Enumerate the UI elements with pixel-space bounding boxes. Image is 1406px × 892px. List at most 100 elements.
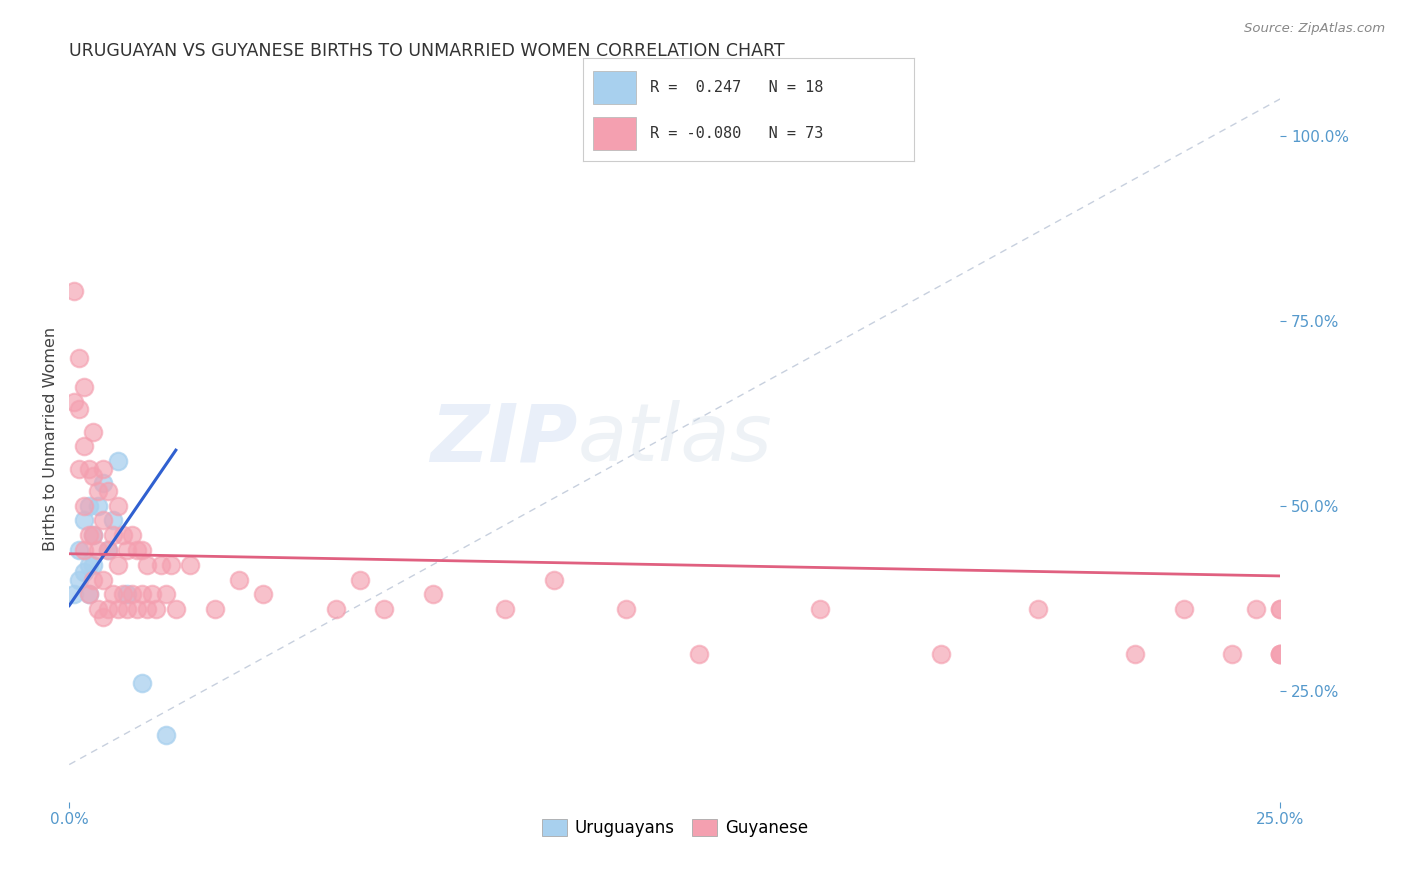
Point <box>1270 602 1292 616</box>
Text: R = -0.080   N = 73: R = -0.080 N = 73 <box>650 127 823 142</box>
Point <box>614 602 637 616</box>
Point <box>97 543 120 558</box>
Point <box>97 602 120 616</box>
Point <box>1123 647 1146 661</box>
Point <box>111 587 134 601</box>
Point <box>77 499 100 513</box>
Point <box>82 558 104 572</box>
Point <box>107 499 129 513</box>
Point <box>73 380 96 394</box>
Point <box>107 558 129 572</box>
Point <box>73 513 96 527</box>
Point <box>91 461 114 475</box>
Point <box>77 587 100 601</box>
Point <box>63 587 86 601</box>
Text: ZIP: ZIP <box>430 401 578 478</box>
Point <box>121 587 143 601</box>
Point <box>107 454 129 468</box>
Point <box>117 602 139 616</box>
Point <box>77 587 100 601</box>
Point <box>87 483 110 498</box>
Point <box>808 602 831 616</box>
Point <box>121 528 143 542</box>
Point <box>91 513 114 527</box>
Point <box>1270 647 1292 661</box>
Point <box>63 395 86 409</box>
Point <box>82 425 104 439</box>
Point <box>73 543 96 558</box>
Point <box>131 676 153 690</box>
Point <box>77 461 100 475</box>
Text: R =  0.247   N = 18: R = 0.247 N = 18 <box>650 80 823 95</box>
Text: URUGUAYAN VS GUYANESE BIRTHS TO UNMARRIED WOMEN CORRELATION CHART: URUGUAYAN VS GUYANESE BIRTHS TO UNMARRIE… <box>69 42 785 60</box>
Point <box>87 499 110 513</box>
Point <box>1270 647 1292 661</box>
Point <box>204 602 226 616</box>
Point <box>87 602 110 616</box>
Point <box>117 587 139 601</box>
Point <box>131 587 153 601</box>
Point <box>325 602 347 616</box>
Point <box>101 587 124 601</box>
Point <box>91 476 114 491</box>
Point <box>929 647 952 661</box>
Point <box>107 602 129 616</box>
Point <box>141 587 163 601</box>
Point <box>67 461 90 475</box>
Legend: Uruguayans, Guyanese: Uruguayans, Guyanese <box>534 813 814 844</box>
Point <box>91 609 114 624</box>
Point <box>91 573 114 587</box>
Text: atlas: atlas <box>578 401 773 478</box>
Point <box>82 528 104 542</box>
Y-axis label: Births to Unmarried Women: Births to Unmarried Women <box>44 327 58 551</box>
Point <box>73 499 96 513</box>
Point <box>67 573 90 587</box>
Text: Source: ZipAtlas.com: Source: ZipAtlas.com <box>1244 22 1385 36</box>
Point <box>373 602 395 616</box>
Point <box>125 602 148 616</box>
Point <box>1026 602 1049 616</box>
Point <box>422 587 444 601</box>
Point <box>97 543 120 558</box>
Point <box>252 587 274 601</box>
Point <box>67 543 90 558</box>
Point <box>131 543 153 558</box>
Point <box>688 647 710 661</box>
Point <box>73 440 96 454</box>
Point <box>1244 602 1267 616</box>
Point <box>494 602 516 616</box>
Point <box>101 513 124 527</box>
Point <box>63 284 86 298</box>
Point <box>165 602 187 616</box>
Point <box>1173 602 1195 616</box>
Point <box>179 558 201 572</box>
Point <box>77 558 100 572</box>
Point <box>111 528 134 542</box>
Point <box>82 469 104 483</box>
Point <box>77 528 100 542</box>
Point <box>82 528 104 542</box>
Point <box>160 558 183 572</box>
Point <box>1220 647 1243 661</box>
Point <box>228 573 250 587</box>
Point <box>145 602 167 616</box>
Point <box>87 543 110 558</box>
Point <box>155 728 177 742</box>
Point <box>67 351 90 365</box>
Point <box>125 543 148 558</box>
Point <box>67 402 90 417</box>
Point <box>1270 647 1292 661</box>
Bar <box>593 118 637 150</box>
Bar <box>593 71 637 104</box>
Point <box>101 528 124 542</box>
Point <box>135 558 157 572</box>
Point <box>155 587 177 601</box>
Point <box>1270 602 1292 616</box>
Point <box>543 573 565 587</box>
Point <box>150 558 173 572</box>
Point <box>82 573 104 587</box>
Point <box>135 602 157 616</box>
Point <box>97 483 120 498</box>
Point <box>117 543 139 558</box>
Point <box>73 566 96 580</box>
